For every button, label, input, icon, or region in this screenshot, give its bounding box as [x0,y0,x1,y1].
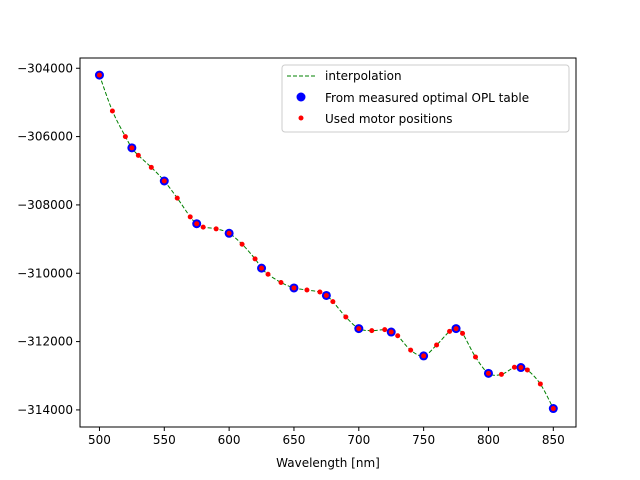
motor-position-point [109,108,115,114]
motor-position-points [96,72,556,412]
legend-motor-swatch [298,115,304,121]
motor-position-point [213,226,219,232]
motor-position-point [382,327,388,333]
y-tick-label: −310000 [17,266,73,280]
motor-position-point [265,271,271,277]
motor-position-point [96,72,102,78]
motor-position-point [518,365,524,371]
x-axis-ticks: 500 550 600 650 700 750 800 850 [88,427,565,447]
legend-measured-label: From measured optimal OPL table [325,91,529,105]
x-tick-label: 550 [153,433,176,447]
legend-motor-label: Used motor positions [325,112,452,126]
motor-position-point [187,214,193,220]
motor-position-point [174,195,180,201]
legend-box [281,64,570,133]
legend-interpolation-label: interpolation [325,69,402,83]
motor-position-point [135,152,141,158]
y-tick-label: −314000 [17,403,73,417]
motor-position-point [356,326,362,332]
motor-position-point [369,328,375,334]
motor-position-point [194,221,200,227]
motor-position-point [226,230,232,236]
x-tick-label: 700 [347,433,370,447]
motor-position-point [148,164,154,170]
motor-position-point [550,406,556,412]
motor-position-point [473,354,479,360]
motor-position-point [161,178,167,184]
x-tick-label: 750 [412,433,435,447]
motor-position-point [498,371,504,377]
y-tick-label: −312000 [17,335,73,349]
motor-position-point [330,299,336,305]
motor-position-point [537,381,543,387]
y-tick-label: −306000 [17,130,73,144]
motor-position-point [485,370,491,376]
motor-position-point [447,328,453,334]
motor-position-point [304,287,310,293]
motor-position-point [252,256,258,262]
plot-marks [94,70,558,414]
x-tick-label: 650 [283,433,306,447]
motor-position-point [408,347,414,353]
y-axis-ticks: −314000 −312000 −310000 −308000 −306000 −3040… [17,61,80,417]
motor-position-point [239,241,245,247]
plot-frame [79,57,577,428]
motor-position-point [200,224,206,230]
legend: interpolation From measured optimal OPL … [281,64,570,133]
motor-position-point [395,333,401,339]
motor-position-point [388,329,394,335]
x-tick-label: 800 [477,433,500,447]
motor-position-point [129,145,135,151]
motor-position-point [291,285,297,291]
x-axis-label: Wavelength [nm] [276,456,380,470]
motor-position-point [460,330,466,336]
x-tick-label: 850 [542,433,565,447]
legend-measured-swatch [296,92,306,102]
x-tick-label: 600 [218,433,241,447]
motor-position-point [453,326,459,332]
motor-position-point [122,134,128,140]
motor-position-point [511,364,517,370]
motor-position-point [317,289,323,295]
y-tick-label: −308000 [17,198,73,212]
motor-position-point [278,279,284,285]
y-tick-label: −304000 [17,61,73,75]
motor-position-point [524,367,530,373]
motor-position-point [343,314,349,320]
motor-position-point [421,353,427,359]
x-tick-label: 500 [88,433,111,447]
motor-position-point [434,342,440,348]
motor-position-point [259,265,265,271]
motor-position-point [323,292,329,298]
